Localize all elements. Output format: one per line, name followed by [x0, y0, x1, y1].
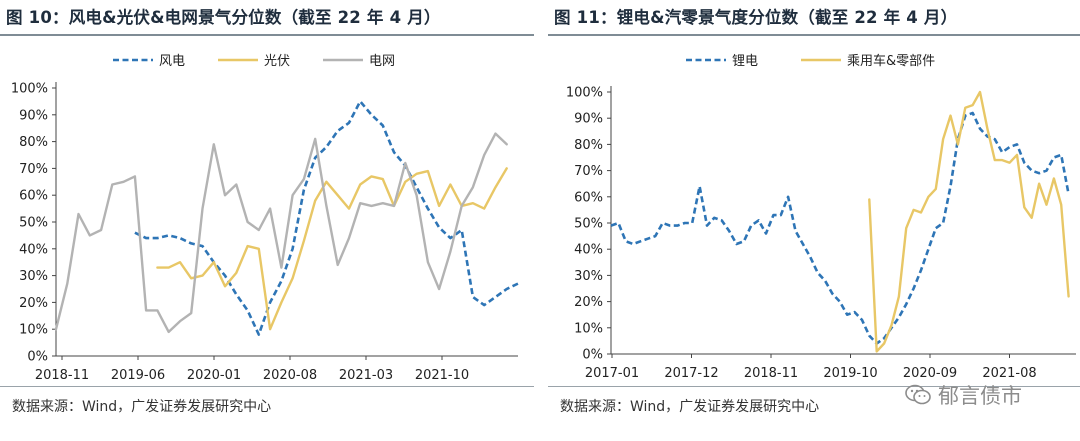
y-tick-label: 0% — [27, 350, 48, 365]
y-tick-label: 40% — [574, 243, 603, 258]
chart-panel-wind-solar-grid: 图 10：风电&光伏&电网景气分位数（截至 22 年 4 月） 0% 10% 20%… — [0, 0, 538, 441]
y-tick-label: 20% — [574, 295, 603, 310]
line-chart-wind-solar-grid: 0% 10% 20% 30% 40% 50% 60% 70% 80% 90% 100% 2018-11… — [11, 54, 519, 383]
legend-label: 电网 — [369, 54, 395, 69]
y-tick-label: 50% — [19, 216, 48, 231]
y-tick-label: 30% — [19, 269, 48, 284]
series-line-乘用车&零部件 — [868, 90, 1070, 353]
title-divider — [0, 34, 534, 36]
x-tick-label: 2019-10 — [823, 366, 877, 381]
y-tick-label: 70% — [574, 164, 603, 179]
watermark: 郁言债市 — [904, 379, 1054, 411]
y-tick-label: 10% — [574, 321, 603, 336]
y-tick-label: 30% — [574, 269, 603, 284]
source-note: 数据来源：Wind，广发证券发展研究中心 — [12, 399, 272, 415]
y-tick-label: 90% — [19, 108, 48, 123]
y-tick-label: 10% — [19, 323, 48, 338]
series-line-光伏 — [156, 167, 508, 331]
y-tick-label: 40% — [19, 242, 48, 257]
y-tick-label: 20% — [19, 296, 48, 311]
legend-label: 光伏 — [264, 54, 290, 69]
y-tick-label: 50% — [574, 217, 603, 232]
x-tick-label: 2019-06 — [111, 368, 165, 383]
y-tick-label: 60% — [19, 189, 48, 204]
x-tick-label: 2018-11 — [744, 366, 798, 381]
series-line-锂电 — [610, 111, 1070, 345]
y-tick-label: 80% — [19, 135, 48, 150]
y-tick-label: 100% — [566, 86, 603, 101]
line-chart-lithium-auto: 0% 10% 20% 30% 40% 50% 60% 70% 80% 90% 100% 2017-01… — [566, 53, 1076, 381]
wechat-icon — [905, 384, 931, 405]
legend-label: 锂电 — [732, 54, 758, 69]
x-tick-label: 2017-12 — [664, 366, 718, 381]
y-tick-label: 70% — [19, 162, 48, 177]
y-tick-label: 60% — [574, 190, 603, 205]
y-tick-label: 80% — [574, 138, 603, 153]
chart-title: 图 11：锂电&汽零景气度分位数（截至 22 年 4 月） — [554, 8, 958, 27]
y-tick-label: 100% — [11, 82, 48, 97]
x-tick-label: 2020-08 — [263, 368, 317, 383]
legend-label: 风电 — [159, 54, 185, 69]
footer-divider — [548, 386, 1080, 387]
footer-divider — [0, 386, 534, 387]
legend-label: 乘用车&零部件 — [847, 53, 935, 69]
title-divider — [548, 34, 1080, 36]
source-note: 数据来源：Wind，广发证券发展研究中心 — [560, 399, 820, 415]
chart-title: 图 10：风电&光伏&电网景气分位数（截至 22 年 4 月） — [6, 8, 441, 27]
watermark-text: 郁言债市 — [938, 384, 1022, 408]
x-tick-label: 2021-08 — [982, 366, 1036, 381]
x-tick-label: 2021-03 — [339, 368, 393, 383]
series-line-电网 — [54, 132, 508, 334]
x-tick-label: 2021-10 — [415, 368, 469, 383]
chart-panel-lithium-auto: 图 11：锂电&汽零景气度分位数（截至 22 年 4 月） 0% 10% 20% 30… — [548, 0, 1080, 441]
x-tick-label: 2020-01 — [187, 368, 241, 383]
x-tick-label: 2020-09 — [903, 366, 957, 381]
y-tick-label: 0% — [582, 348, 603, 363]
x-tick-label: 2017-01 — [585, 366, 639, 381]
x-tick-label: 2018-11 — [35, 368, 89, 383]
y-tick-label: 90% — [574, 112, 603, 127]
